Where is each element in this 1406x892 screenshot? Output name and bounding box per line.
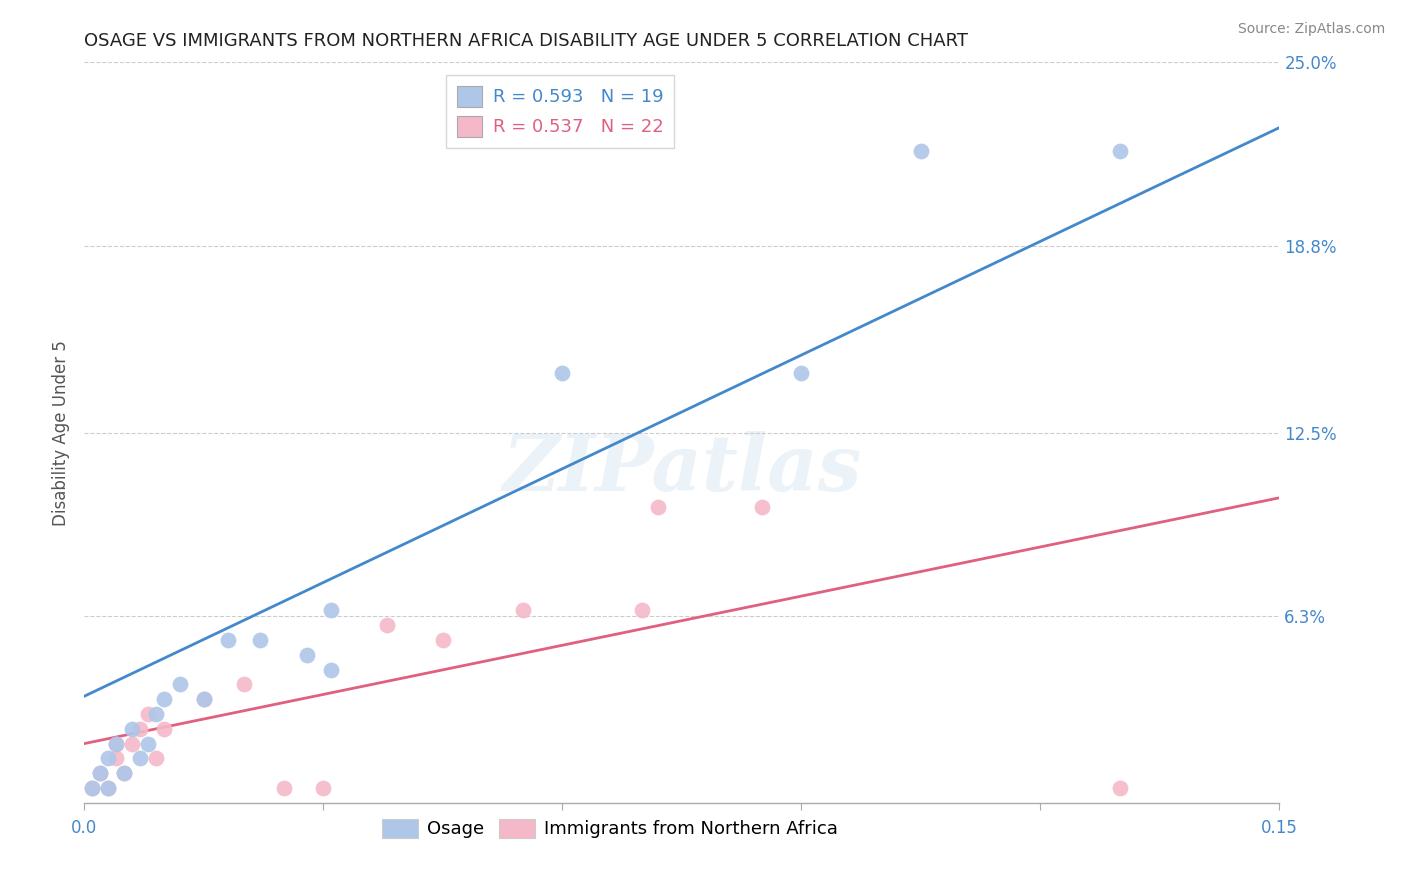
Point (82, 780, 104, 795)
Point (112, 766, 135, 780)
Y-axis label: Disability Age Under 5: Disability Age Under 5 (52, 340, 70, 525)
Point (1109, 145, 1132, 159)
Point (1109, 780, 1132, 795)
Point (136, 737, 159, 751)
Point (512, 603, 534, 617)
Point (193, 692, 215, 706)
Point (105, 737, 128, 751)
Point (551, 367, 574, 381)
Point (232, 677, 254, 691)
Point (193, 692, 215, 706)
Point (112, 766, 135, 780)
Point (89, 766, 111, 780)
Point (432, 632, 454, 647)
Point (249, 632, 271, 647)
Point (129, 751, 152, 765)
Point (97, 780, 120, 795)
Point (297, 648, 319, 662)
Point (82, 780, 104, 795)
Point (105, 737, 128, 751)
Point (217, 632, 239, 647)
Point (121, 737, 143, 751)
Point (321, 663, 343, 677)
Text: 0.15: 0.15 (1261, 819, 1298, 837)
Point (97, 751, 120, 765)
Point (375, 618, 398, 632)
Point (647, 500, 669, 514)
Point (169, 677, 191, 691)
Point (312, 780, 335, 795)
Point (105, 751, 128, 765)
Point (97, 780, 120, 795)
Text: 0.0: 0.0 (72, 819, 97, 837)
Point (153, 722, 176, 736)
Point (89, 766, 111, 780)
Text: OSAGE VS IMMIGRANTS FROM NORTHERN AFRICA DISABILITY AGE UNDER 5 CORRELATION CHAR: OSAGE VS IMMIGRANTS FROM NORTHERN AFRICA… (84, 32, 969, 50)
Point (145, 706, 167, 721)
Point (153, 692, 176, 706)
Point (321, 603, 343, 617)
Point (910, 145, 932, 159)
Point (790, 367, 813, 381)
Text: Source: ZipAtlas.com: Source: ZipAtlas.com (1237, 22, 1385, 37)
Legend: Osage, Immigrants from Northern Africa: Osage, Immigrants from Northern Africa (375, 812, 845, 846)
Point (136, 706, 159, 721)
Point (631, 603, 654, 617)
Point (121, 722, 143, 736)
Point (129, 722, 152, 736)
Point (273, 780, 295, 795)
Point (145, 751, 167, 765)
Point (751, 500, 773, 514)
Text: ZIPatlas: ZIPatlas (502, 432, 862, 508)
